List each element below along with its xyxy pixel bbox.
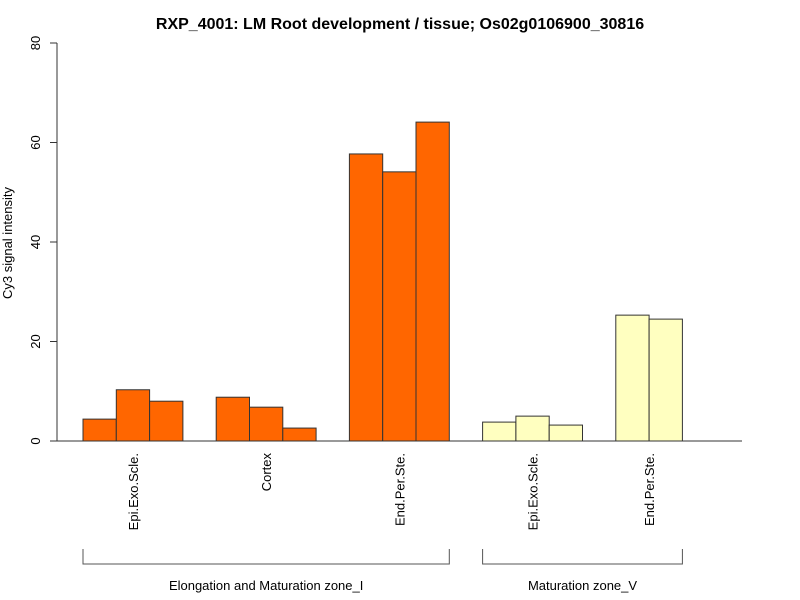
x-tick-label: Cortex: [259, 453, 274, 492]
bar: [615, 314, 650, 442]
bar: [282, 427, 317, 442]
bar: [82, 418, 117, 442]
y-tick-label: 0: [28, 437, 43, 444]
bar: [348, 153, 384, 442]
chart-title: RXP_4001: LM Root development / tissue; …: [156, 16, 644, 33]
bar: [515, 415, 550, 442]
bar: [382, 171, 417, 442]
x-tick-label: End.Per.Ste.: [642, 453, 657, 526]
bar: [215, 396, 250, 442]
y-tick-label: 20: [28, 334, 43, 348]
bar: [249, 406, 284, 442]
y-tick-label: 40: [28, 235, 43, 249]
group-bracket: [482, 549, 683, 565]
group-label: Elongation and Maturation zone_I: [169, 578, 363, 593]
group-brackets: Elongation and Maturation zone_I Maturati…: [82, 549, 683, 593]
bars: [82, 121, 683, 442]
y-tick-label: 60: [28, 135, 43, 149]
y-tick-label: 80: [28, 36, 43, 50]
x-tick-label: End.Per.Ste.: [392, 453, 407, 526]
y-axis: 0 20 40 60 80: [28, 36, 58, 445]
x-tick-labels: Epi.Exo.Scle. Cortex End.Per.Ste. Epi.Exo.S…: [126, 453, 657, 531]
x-tick-label: Epi.Exo.Scle.: [126, 453, 141, 530]
bar: [648, 318, 683, 442]
bar: [415, 121, 450, 442]
bar: [548, 424, 584, 442]
bar: [115, 389, 151, 442]
group-bracket: [82, 549, 450, 565]
bar: [149, 400, 184, 442]
x-tick-label: Epi.Exo.Scle.: [526, 453, 541, 530]
bar: [482, 421, 517, 442]
group-label: Maturation zone_V: [528, 578, 637, 593]
y-axis-label: Cy3 signal intensity: [0, 187, 15, 299]
